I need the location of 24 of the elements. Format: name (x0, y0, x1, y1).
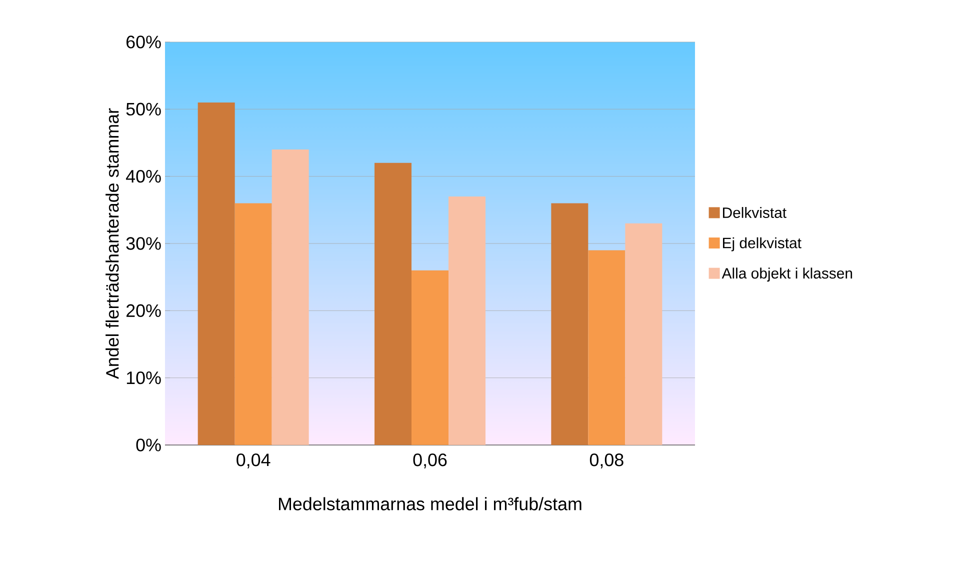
bar (588, 250, 626, 445)
x-tick-label: 0,08 (590, 454, 624, 468)
y-tick-label: 10% (126, 371, 161, 384)
bar (625, 223, 662, 445)
legend-label: Alla objekt i klassen (722, 268, 852, 282)
bar (198, 102, 235, 445)
y-tick-label: 30% (126, 237, 161, 250)
y-tick-label: 50% (126, 102, 161, 116)
y-tick-label: 20% (126, 304, 161, 318)
legend-label: Ej delkvistat (723, 237, 802, 252)
bar (234, 203, 272, 445)
y-tick-label: 0% (136, 438, 161, 452)
x-tick-label: 0,06 (413, 454, 447, 468)
y-axis-title: Andel flerträdshanterade stammar (106, 108, 119, 380)
bar (374, 162, 412, 445)
bar (272, 149, 309, 445)
bar (551, 203, 588, 445)
y-tick-label: 60% (126, 36, 161, 48)
legend-label: Delkvistat (723, 207, 786, 218)
x-axis-title: Medelstammarnas medel i m³fub/stam (278, 497, 582, 510)
bar (448, 196, 486, 445)
y-tick-label: 40% (126, 170, 161, 183)
x-tick-label: 0,04 (236, 454, 270, 468)
bar (412, 270, 449, 445)
